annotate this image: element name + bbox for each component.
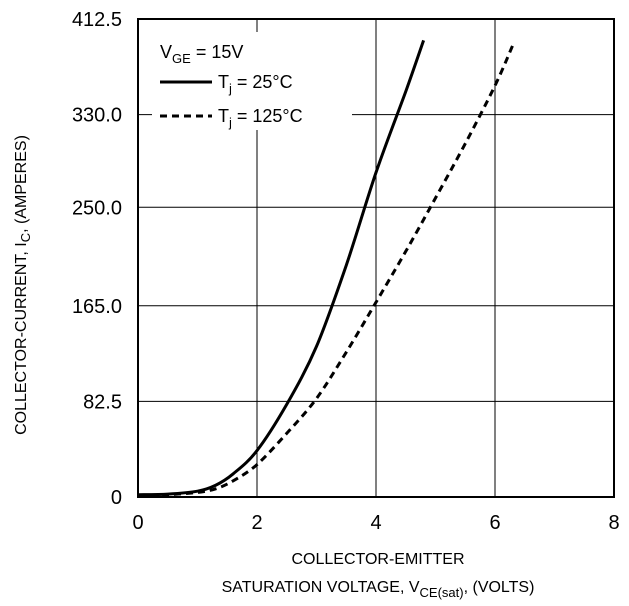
legend-header: VGE = 15V — [160, 42, 243, 66]
plot-frame — [137, 18, 615, 498]
y-axis-title: COLLECTOR-CURRENT, IC, (AMPERES) — [13, 135, 33, 435]
x-axis-title-line2: SATURATION VOLTAGE, VCE(sat), (VOLTS) — [222, 579, 535, 600]
y-tick-label: 0 — [111, 487, 122, 509]
series-line-dashed — [137, 44, 515, 498]
y-tick-label: 250.0 — [72, 197, 122, 219]
x-tick-label: 2 — [251, 512, 262, 534]
tick-labels: 0 2 4 6 8 0 82.5 165.0 250.0 330.0 412.5 — [72, 9, 620, 534]
legend: VGE = 15V Tj = 25°C Tj = 125°C — [152, 32, 352, 130]
x-tick-label: 4 — [370, 512, 381, 534]
x-tick-label: 0 — [132, 512, 143, 534]
legend-entry-125c: Tj = 125°C — [218, 106, 303, 130]
series-line-solid — [137, 39, 426, 497]
x-axis-title-line1: COLLECTOR-EMITTER — [291, 551, 464, 568]
x-tick-label: 6 — [489, 512, 500, 534]
legend-entry-25c: Tj = 25°C — [218, 72, 293, 96]
y-tick-label: 165.0 — [72, 296, 122, 318]
x-tick-label: 8 — [608, 512, 619, 534]
y-tick-label: 330.0 — [72, 105, 122, 127]
y-tick-label: 412.5 — [72, 9, 122, 31]
y-tick-label: 82.5 — [83, 391, 122, 413]
series-layer — [137, 39, 515, 498]
